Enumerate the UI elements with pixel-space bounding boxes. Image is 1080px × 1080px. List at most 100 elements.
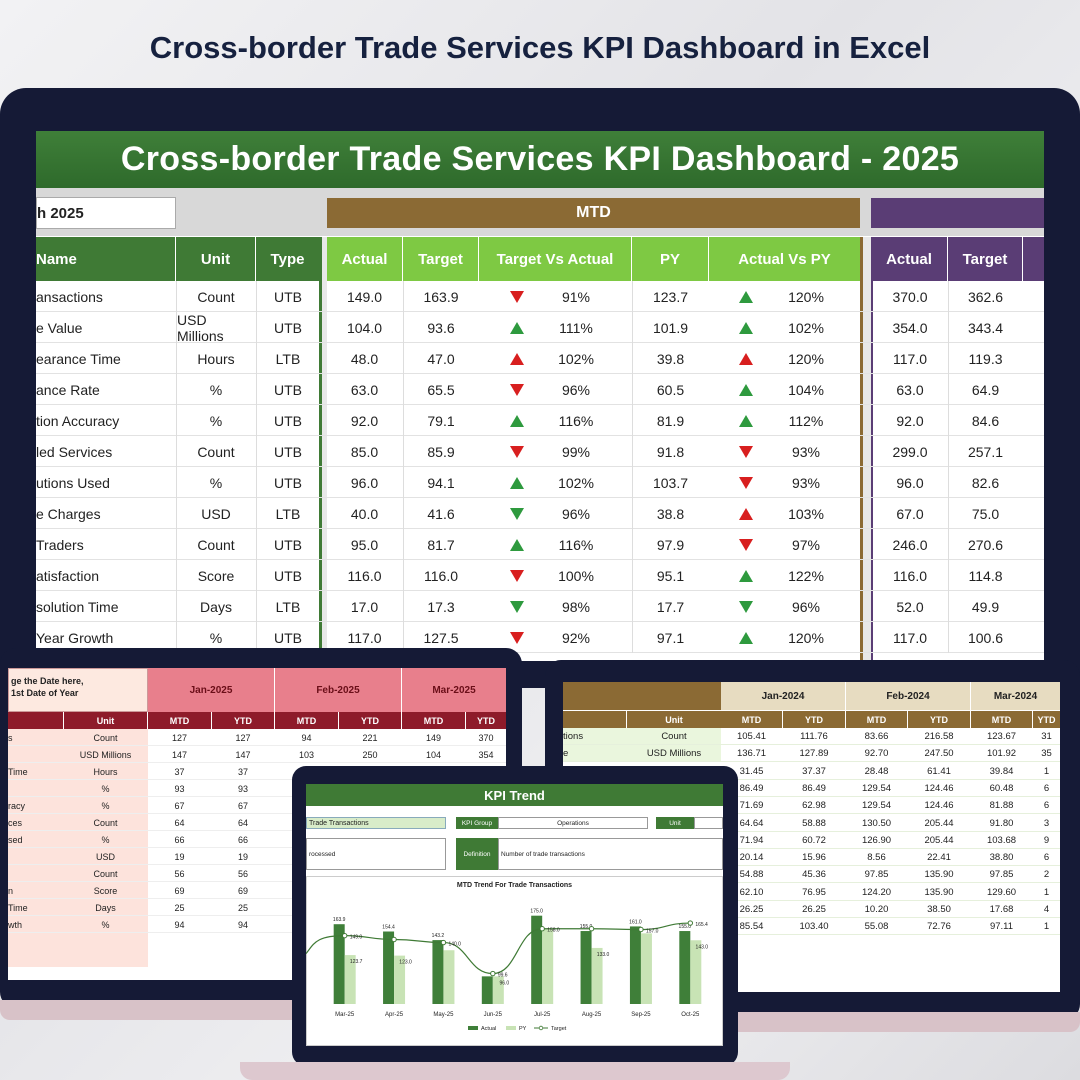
chart-title: MTD Trend For Trade Transactions <box>456 881 573 889</box>
trend-screen: KPI Trend Trade Transactions KPI Group O… <box>306 784 723 1046</box>
bar-py <box>542 928 554 1004</box>
target-cell: 127.5 <box>403 622 478 653</box>
arrow-down-icon <box>739 539 753 551</box>
py-cell: 81.9 <box>632 405 708 436</box>
left-unit-cell: Score <box>93 885 118 896</box>
target-cell: 17.3 <box>403 591 478 622</box>
kpi-name-cell: tion Accuracy <box>36 412 120 429</box>
left-value-cell: 25 <box>174 902 185 913</box>
target-marker <box>588 926 595 932</box>
bar-actual <box>629 926 641 1004</box>
ytd-target-cell: 257.1 <box>948 436 1022 467</box>
right-value-cell: 31 <box>1041 731 1052 742</box>
row-divider <box>36 311 1044 312</box>
ytd-subheader: YTD <box>339 712 401 729</box>
left-unit-cell: USD Millions <box>79 749 132 760</box>
right-row-divider <box>563 865 1060 867</box>
col-avp-header: Actual Vs PY <box>709 237 860 281</box>
ytd-actual-cell: 117.0 <box>893 629 927 646</box>
tva-cell: 96% <box>561 505 591 522</box>
right-name-cell: e <box>563 748 569 760</box>
py-cell: 101.9 <box>632 312 708 343</box>
py-cell: 91.8 <box>632 436 708 467</box>
ytd-target-cell: 64.9 <box>948 374 1022 405</box>
ytd-actual-cell: 96.0 <box>896 474 924 491</box>
avp-cell: 122% <box>788 567 824 584</box>
left-value-cell: 147 <box>171 749 188 760</box>
target-marker <box>539 926 545 932</box>
py-cell: 103.7 <box>632 467 708 498</box>
ytd-actual-cell: 299.0 <box>892 443 928 460</box>
chart-panel <box>306 876 723 1046</box>
right-name-cell: tions <box>563 731 584 742</box>
right-value-cell: 129.54 <box>861 800 892 812</box>
ytd-actual-cell: 63.0 <box>896 381 924 398</box>
right-value-cell: 20.14 <box>739 852 764 864</box>
type-cell: LTB <box>256 498 319 529</box>
right-value-cell: 37.37 <box>802 765 826 777</box>
right-value-cell: 136.71 <box>736 748 767 760</box>
data-label-py: 133.0 <box>597 952 610 958</box>
mtd-subheader: MTD <box>971 711 1032 728</box>
x-tick-label: Jul-25 <box>534 1012 551 1018</box>
target-cell: 65.5 <box>403 374 478 405</box>
left-value-cell: 94 <box>174 919 185 930</box>
right-row-divider <box>563 847 1060 849</box>
actual-cell: 85.0 <box>350 443 379 460</box>
data-label-py: 96.0 <box>499 980 509 986</box>
tva-cell: 102% <box>558 350 594 367</box>
bar-actual <box>481 976 493 1004</box>
left-row-divider <box>8 915 506 916</box>
type-cell: UTB <box>256 436 319 467</box>
target-cell: 47.0 <box>403 343 478 374</box>
py-cell: 95.1 <box>632 560 708 591</box>
right-row-divider <box>563 795 1060 797</box>
bar-actual <box>531 915 543 1004</box>
data-label-py: 143.0 <box>696 944 709 950</box>
left-value-cell: 66 <box>237 834 248 845</box>
left-unit-cell: Count <box>93 732 118 743</box>
target-marker <box>687 920 694 926</box>
tva-cell: 111% <box>559 319 593 336</box>
left-value-cell: 25 <box>237 902 248 913</box>
x-tick-label: Oct-25 <box>681 1012 700 1018</box>
month-selector[interactable]: h 2025 <box>36 197 176 229</box>
col-tva-header: Target Vs Actual <box>479 237 631 281</box>
right-value-cell: 54.88 <box>739 869 764 881</box>
right-value-cell: 35 <box>1041 748 1052 760</box>
right-value-cell: 92.70 <box>864 748 889 760</box>
right-value-cell: 124.20 <box>861 886 892 898</box>
legend-py-label: PY <box>519 1026 527 1032</box>
left-value-cell: 67 <box>237 800 248 811</box>
right-value-cell: 58.88 <box>802 817 826 829</box>
trend-laptop-base <box>240 1062 790 1080</box>
data-label-target: 165.4 <box>695 922 708 928</box>
unit-cell: % <box>176 405 255 436</box>
arrow-up-icon <box>510 477 524 489</box>
avp-cell: 104% <box>788 381 824 398</box>
row-divider <box>36 528 1044 529</box>
legend-target-marker <box>538 1025 544 1031</box>
py-cell: 60.5 <box>632 374 708 405</box>
left-name-cell <box>8 746 63 763</box>
note-line-2: 1st Date of Year <box>11 688 79 698</box>
right-value-cell: 91.80 <box>989 817 1014 829</box>
mtd-subheader: MTD <box>846 711 907 728</box>
col-ytd-target-header: Target <box>948 237 1022 281</box>
left-value-cell: 221 <box>362 732 378 743</box>
bar-py <box>394 955 406 1004</box>
bar-py <box>690 940 702 1004</box>
kpi-name-select[interactable]: Trade Transactions <box>306 817 446 829</box>
py-cell: 97.9 <box>632 529 708 560</box>
left-value-cell: 104 <box>425 749 442 760</box>
left-name-cell: Time <box>8 766 28 777</box>
left-row-divider <box>8 898 506 899</box>
target-marker <box>490 970 496 977</box>
tva-cell: 100% <box>558 567 594 584</box>
trend-chart: Mar-25 163.9 123.7 Apr-25 154.4 123.0 May-25 14… <box>306 909 709 1032</box>
col-target-header: Target <box>403 237 478 281</box>
arrow-up-icon <box>739 508 753 520</box>
ytd-header-extra <box>1023 237 1044 281</box>
unit-cell: USD <box>176 498 255 529</box>
right-row-divider <box>563 934 1060 936</box>
